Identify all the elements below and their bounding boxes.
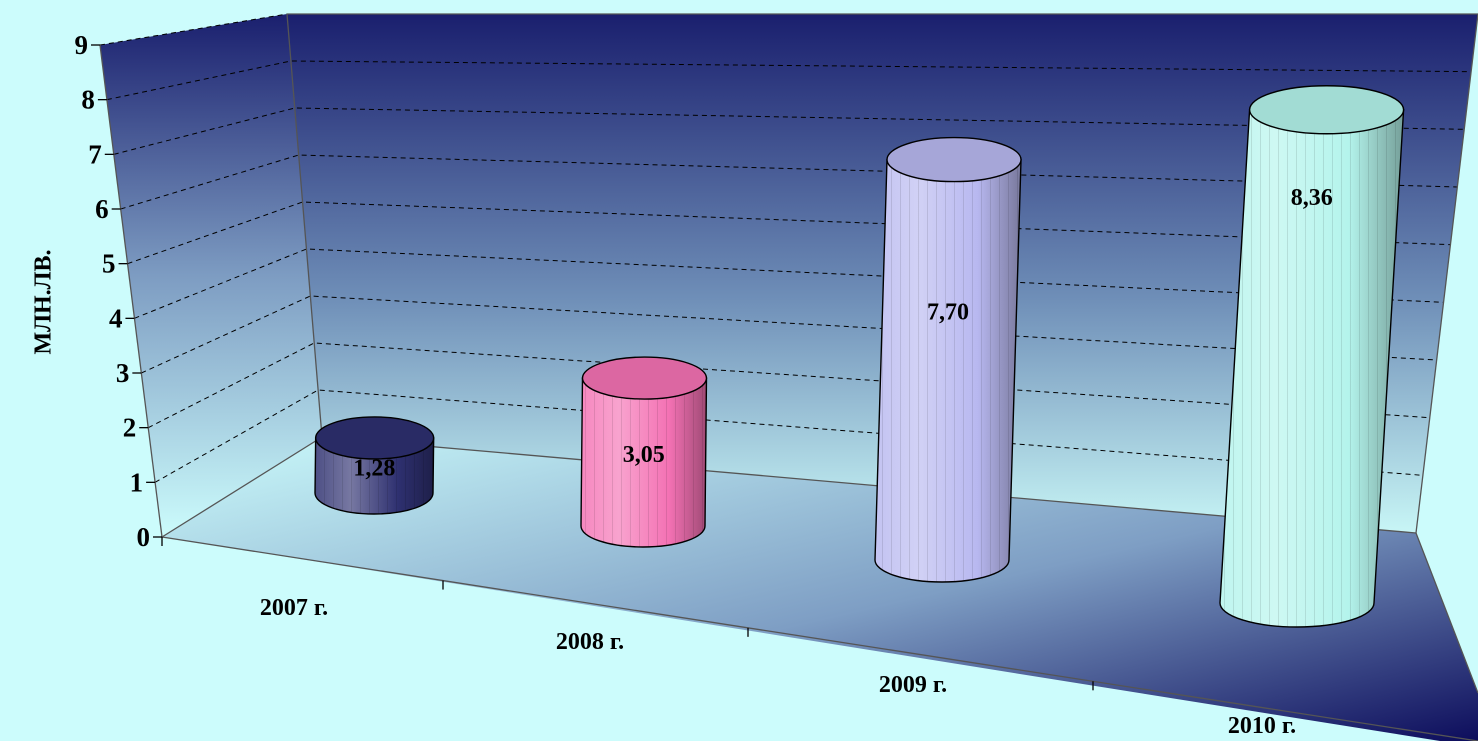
y-tick-label: 3 [116,358,130,388]
gridline [141,295,1437,374]
x-tick-label: 2010 г. [1228,713,1296,739]
bar-texture [581,378,707,547]
y-axis-line [99,44,163,538]
y-tick-label: 8 [81,85,95,115]
gridline [147,342,1430,429]
x-tick-label: 2009 г. [879,672,947,698]
x-axis-line [161,536,1478,741]
y-tick-label: 1 [130,467,144,497]
bar: 3,05 [580,356,708,548]
y-axis-label: МЛН.ЛВ. [31,249,57,354]
bar: 7,70 [874,136,1022,583]
y-tick-label: 5 [102,249,116,279]
bar-top [581,356,708,400]
bar: 8,36 [1219,85,1405,628]
floor-left-edge [161,436,323,538]
bar-texture [875,159,1022,582]
x-tick-label: 2007 г. [260,595,328,621]
floor-right-edge [1415,532,1478,694]
data-label: 8,36 [1291,185,1333,211]
y-tick-label: 0 [137,522,151,552]
bar-top [314,416,435,460]
chart-walls [100,14,1478,741]
data-label: 7,70 [927,300,969,326]
gridline [120,154,1458,210]
data-label: 3,05 [623,442,665,468]
bar-top [1248,85,1405,135]
y-tick-label: 4 [109,303,123,333]
gridline [113,107,1465,155]
x-tick-label: 2008 г. [556,629,624,655]
back-left-edge [286,13,323,438]
bar: 1,28 [314,416,435,515]
axes: 0 1 2 3 4 5 6 7 8 9 2007 г. 2008 г. 2009 г. 2010 г. [75,13,1478,741]
bar-texture [315,437,434,514]
y-tick-label: 6 [95,194,109,224]
bar-top [886,136,1022,183]
bars: 1,28 3,05 7,70 8,36 [314,85,1405,628]
y-tick-label: 2 [123,413,137,443]
gridline [106,60,1472,101]
bar-texture [1220,109,1404,627]
back-right-edge [1415,13,1478,534]
y-tick-label: 9 [75,30,89,60]
side-wall [100,14,322,537]
data-label: 1,28 [353,455,395,481]
floor [162,437,1478,741]
y-tick-label: 7 [88,139,102,169]
